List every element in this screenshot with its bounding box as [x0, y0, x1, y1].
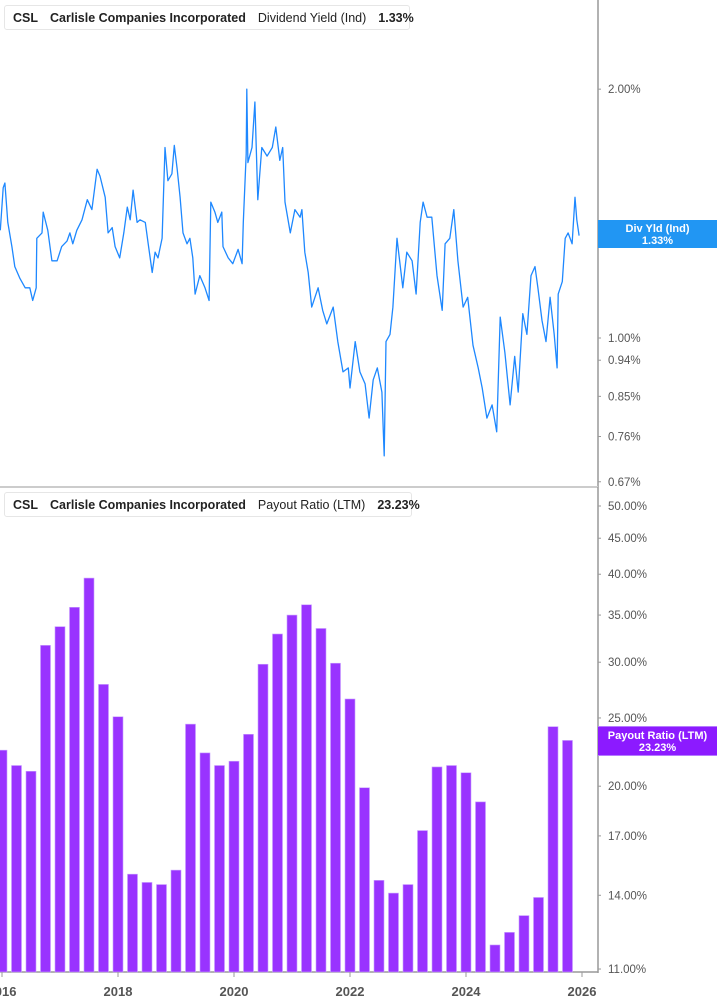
payout-ratio-bar — [228, 760, 240, 973]
payout-ratio-bar — [330, 662, 341, 973]
legend-ticker: CSL — [13, 497, 38, 512]
tag-value: 23.23% — [638, 742, 677, 754]
payout-ratio-bar — [170, 869, 182, 973]
payout-ratio-bar — [214, 765, 225, 973]
y-tick-label: 30.00% — [608, 657, 647, 669]
legend-company: Carlisle Companies Incorporated — [50, 10, 246, 25]
payout-ratio-bar — [489, 944, 501, 973]
payout-ratio-bar — [533, 897, 544, 973]
tag-label: Payout Ratio (LTM) — [607, 730, 708, 742]
payout-ratio-bar — [83, 577, 95, 973]
payout-ratio-bar — [359, 787, 370, 973]
payout-ratio-bar — [112, 716, 124, 973]
legend-value: 23.23% — [377, 497, 420, 512]
y-tick-label: 0.76% — [608, 432, 641, 444]
payout-ratio-bar — [185, 723, 196, 973]
payout-ratio-bar — [69, 607, 80, 973]
y-tick-label: 1.00% — [608, 333, 641, 345]
y-tick-label: 0.85% — [608, 391, 641, 403]
payout-ratio-bar — [460, 772, 472, 973]
payout-ratio-bar — [257, 663, 269, 973]
payout-ratio-bar — [301, 604, 312, 973]
payout-ratio-bar — [475, 801, 486, 973]
legend-metric: Dividend Yield (Ind) — [257, 10, 367, 25]
y-tick-label: 25.00% — [608, 713, 647, 725]
payout-ratio-bar — [518, 915, 530, 973]
payout-ratio-bar — [562, 740, 573, 973]
payout-ratio-bar — [54, 626, 66, 973]
payout-ratio-bar — [446, 765, 457, 973]
payout-ratio-bar — [402, 884, 414, 973]
legend-metric: Payout Ratio (LTM) — [257, 497, 366, 512]
payout-ratio-bar — [127, 873, 138, 973]
payout-ratio-current-tag: Payout Ratio (LTM) 23.23% — [598, 726, 717, 756]
payout-ratio-bar — [344, 698, 356, 973]
y-tick-label: 17.00% — [608, 831, 647, 843]
payout-ratio-bar — [272, 633, 283, 973]
payout-ratio-bar — [199, 752, 211, 973]
y-tick-label: 35.00% — [608, 610, 647, 622]
payout-ratio-bar — [40, 645, 51, 973]
y-tick-label: 40.00% — [608, 569, 647, 581]
payout-ratio-bar — [547, 726, 559, 973]
payout-ratio-panel: 50.00% 45.00% 40.00% 35.00% 30.00% 25.00% 20.0… — [0, 487, 647, 976]
payout-ratio-bar — [286, 614, 298, 973]
payout-ratio-bar — [141, 882, 153, 973]
legend-value: 1.33% — [378, 10, 414, 25]
y-tick-label: 2.00% — [608, 84, 641, 96]
payout-ratio-bar — [98, 684, 109, 973]
payout-ratio-bar — [417, 830, 428, 973]
dividend-yield-panel: 2.00% 1.00% 0.94% 0.85% 0.76% 0.67% — [0, 0, 641, 489]
payout-ratio-legend: CSL Carlisle Companies Incorporated Payo… — [4, 492, 420, 517]
y-tick-label: 0.94% — [608, 355, 641, 367]
tag-value: 1.33% — [641, 235, 674, 247]
payout-ratio-bar — [373, 880, 385, 973]
x-tick-label: 2018 — [104, 984, 133, 999]
x-tick-label: 2016 — [0, 984, 16, 999]
y-tick-label: 20.00% — [608, 781, 647, 793]
payout-ratio-bar — [25, 770, 37, 973]
payout-ratio-bar — [156, 884, 167, 973]
x-tick-label: 2020 — [220, 984, 249, 999]
payout-ratio-bar — [431, 766, 443, 973]
payout-ratio-bar — [0, 749, 8, 973]
legend-company: Carlisle Companies Incorporated — [50, 497, 246, 512]
x-axis: 2016 2018 2020 2022 2024 2026 — [0, 972, 596, 999]
payout-ratio-bar — [243, 733, 254, 973]
dividend-yield-legend: CSL Carlisle Companies Incorporated Divi… — [4, 5, 414, 30]
x-tick-label: 2024 — [452, 984, 482, 999]
y-tick-label: 45.00% — [608, 533, 647, 545]
dividend-yield-current-tag: Div Yld (Ind) 1.33% — [598, 220, 717, 248]
y-tick-label: 14.00% — [608, 890, 647, 902]
x-tick-label: 2022 — [336, 984, 365, 999]
tag-label: Div Yld (Ind) — [625, 223, 690, 235]
payout-ratio-bar — [315, 628, 327, 973]
y-tick-label: 0.67% — [608, 477, 641, 489]
dividend-yield-line — [0, 88, 580, 457]
y-tick-label: 11.00% — [608, 964, 646, 976]
x-tick-label: 2026 — [568, 984, 597, 999]
payout-ratio-bar — [11, 765, 22, 973]
y-tick-label: 50.00% — [608, 501, 647, 513]
payout-ratio-bar — [504, 932, 515, 973]
legend-ticker: CSL — [13, 10, 38, 25]
payout-ratio-bar — [388, 892, 399, 973]
